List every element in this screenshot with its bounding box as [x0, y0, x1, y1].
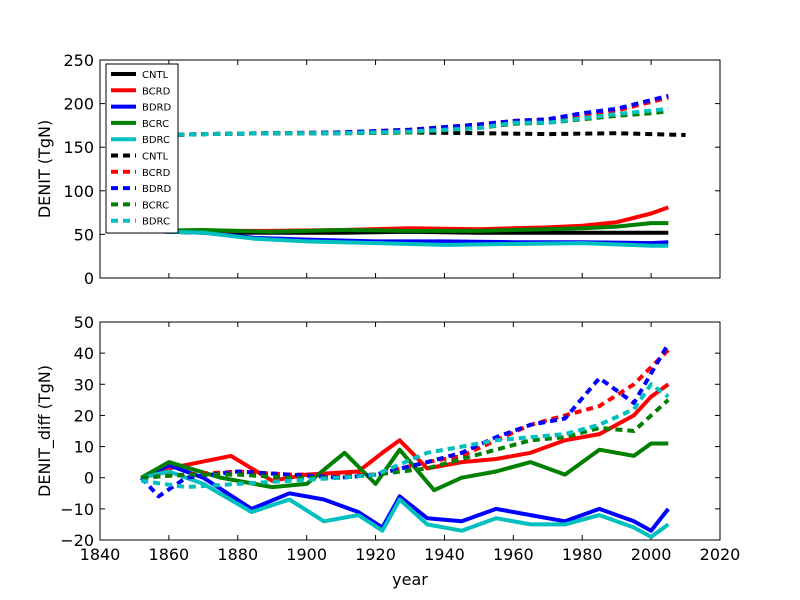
top-panel-frame [99, 59, 721, 279]
x-tick-label: 1980 [562, 545, 603, 564]
legend-label: BCRC [142, 119, 169, 130]
series-line-bcrd-solid [140, 382, 670, 483]
legend-label: BCRD [142, 86, 171, 97]
series-line-bcrd-dashed [141, 348, 670, 480]
legend-label: CNTL [142, 152, 169, 163]
legend-label: BDRD [142, 103, 172, 114]
series-line-bdrc-dashed [141, 106, 669, 138]
y-tick-label: 40 [74, 344, 94, 363]
y-tick-label: 150 [63, 138, 94, 157]
legend-label: BCRC [142, 200, 169, 211]
series-line-bdrc-dashed [141, 382, 670, 490]
y-tick-label: 100 [63, 182, 94, 201]
bottom-panel-frame [99, 321, 721, 541]
y-tick-label: 250 [63, 51, 94, 70]
y-tick-label: 0 [84, 269, 94, 288]
legend-label: CNTL [142, 70, 169, 81]
x-tick-label: 2000 [631, 545, 672, 564]
top-panel: 0 50 100 150 200 250 DENIT (TgN) CNTL BCRD BDRD… [35, 51, 721, 288]
series-line-bcrc-solid [141, 221, 669, 234]
x-tick-label: 2020 [700, 545, 741, 564]
y-tick-label: 20 [74, 406, 94, 425]
y-tick-label: 50 [74, 225, 94, 244]
bottom-panel-series [139, 342, 671, 539]
y-tick-label: −20 [60, 531, 94, 550]
x-tick-label: 1880 [217, 545, 258, 564]
x-tick-label: 1940 [424, 545, 465, 564]
y-tick-label: 10 [74, 438, 94, 457]
series-line-bdrc-solid [141, 228, 669, 248]
series-line-bcrc-dashed [141, 398, 670, 480]
legend-label: BDRC [142, 135, 170, 146]
series-line-bdrd-solid [140, 463, 670, 533]
series-line-bdrc-solid [140, 469, 670, 539]
x-tick-label: 1900 [286, 545, 327, 564]
y-tick-label: 0 [84, 469, 94, 488]
bottom-y-axis-label: DENIT_diff (TgN) [35, 365, 55, 497]
top-panel-series [141, 93, 686, 248]
y-tick-label: 30 [74, 375, 94, 394]
x-tick-label: 1840 [80, 545, 121, 564]
bottom-x-axis-label: year [392, 570, 428, 589]
top-y-axis-label: DENIT (TgN) [35, 120, 54, 218]
x-tick-label: 1960 [493, 545, 534, 564]
legend-label: BDRD [142, 184, 172, 195]
bottom-panel: −20 −10 0 10 20 30 40 50 1840 1860 1880 1900 1920 194… [35, 313, 740, 589]
legend-label: BDRC [142, 217, 170, 228]
legend-label: BCRD [142, 168, 171, 179]
x-tick-label: 1860 [149, 545, 190, 564]
y-tick-label: −10 [60, 500, 94, 519]
y-tick-label: 200 [63, 95, 94, 114]
top-panel-legend: CNTL BCRD BDRD BCRC BDRC CNTL BCRD BDRD BCRC BDRC [105, 63, 179, 234]
top-panel-ticks: 0 50 100 150 200 250 [63, 51, 721, 288]
x-tick-label: 1920 [355, 545, 396, 564]
series-line-bdrd-dashed [141, 93, 669, 138]
bottom-panel-ticks: −20 −10 0 10 20 30 40 50 1840 1860 1880 1900 1920 194… [60, 313, 740, 564]
y-tick-label: 50 [74, 313, 94, 332]
